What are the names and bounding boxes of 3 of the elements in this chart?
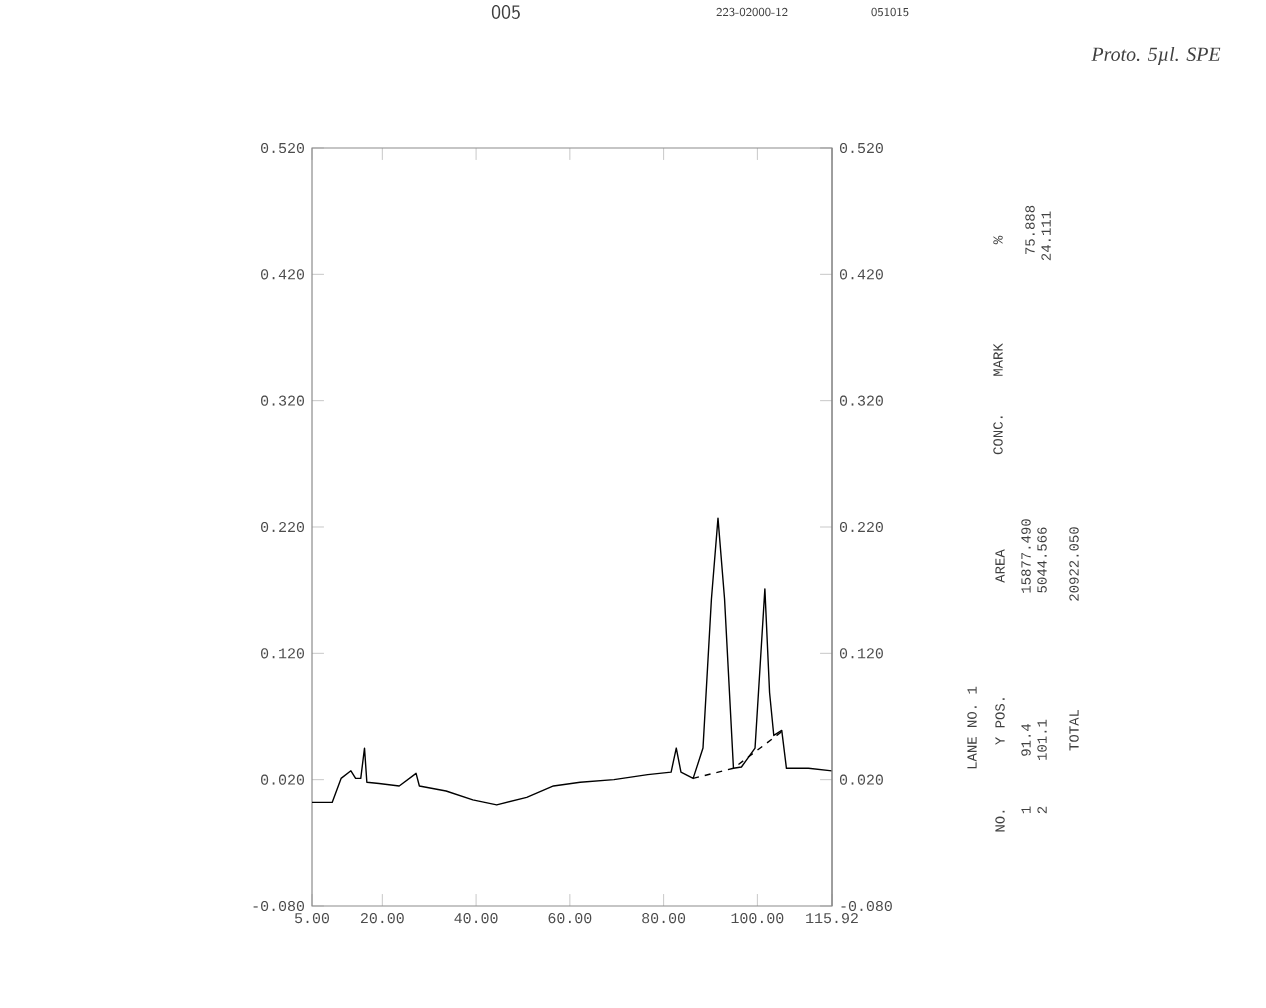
text: Proto. 5µl. SPE [1091,46,1221,66]
text: 005 [491,4,520,19]
line-series [312,517,833,806]
